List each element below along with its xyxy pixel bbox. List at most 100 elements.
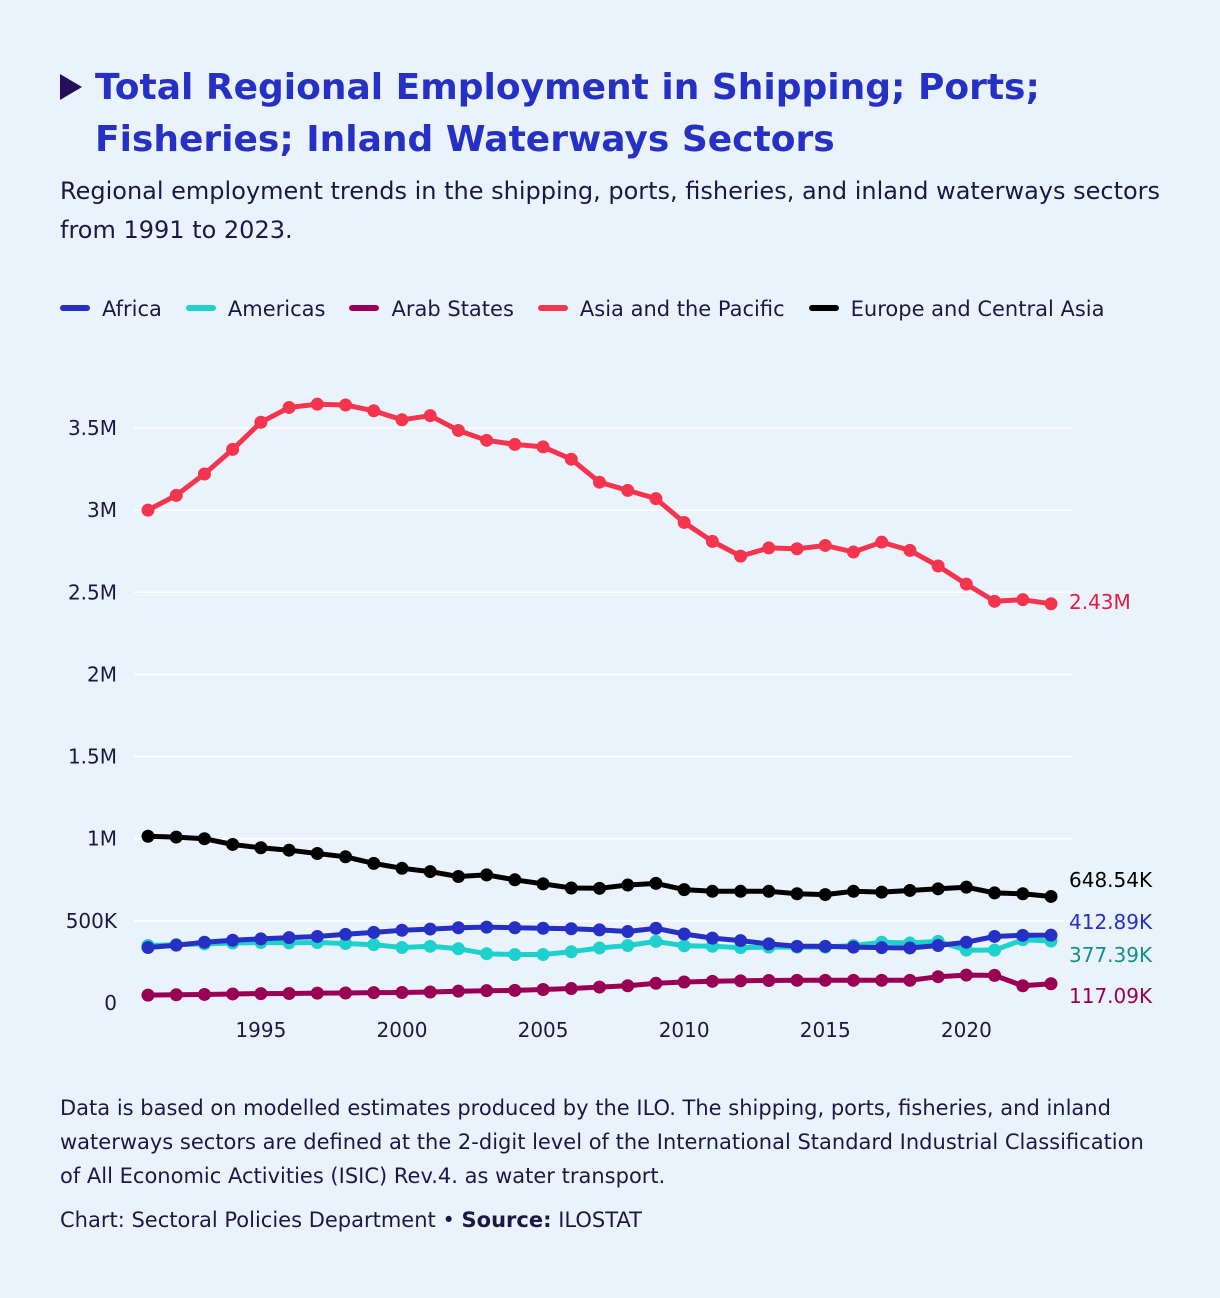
data-point-asia-and-the-pacific xyxy=(677,515,691,529)
data-point-europe-and-central-asia xyxy=(875,885,889,899)
data-point-europe-and-central-asia xyxy=(1044,889,1058,903)
data-point-americas xyxy=(536,948,550,962)
data-point-arab-states xyxy=(141,988,155,1002)
end-label-africa: 412.89K xyxy=(1069,910,1153,934)
data-point-asia-and-the-pacific xyxy=(310,397,324,411)
data-point-africa xyxy=(762,937,776,951)
data-point-africa xyxy=(451,921,465,935)
legend-label: Asia and the Pacific xyxy=(579,297,785,321)
data-point-europe-and-central-asia xyxy=(423,865,437,879)
legend-item-americas: Americas xyxy=(185,297,325,321)
data-point-asia-and-the-pacific xyxy=(846,545,860,559)
data-point-asia-and-the-pacific xyxy=(649,492,663,506)
data-point-europe-and-central-asia xyxy=(621,878,635,892)
data-point-asia-and-the-pacific xyxy=(931,559,945,573)
data-point-arab-states xyxy=(903,973,917,987)
chart-subtitle: Regional employment trends in the shippi… xyxy=(60,177,1161,244)
data-point-americas xyxy=(564,945,578,959)
data-point-europe-and-central-asia xyxy=(790,887,804,901)
data-point-americas xyxy=(423,939,437,953)
data-point-africa xyxy=(903,941,917,955)
data-point-arab-states xyxy=(1016,979,1030,993)
legend-label: Arab States xyxy=(391,297,514,321)
data-point-europe-and-central-asia xyxy=(959,880,973,894)
data-point-africa xyxy=(931,939,945,952)
chart-title: Total Regional Employment in Shipping; P… xyxy=(95,67,1040,160)
end-label-europe-and-central-asia: 648.54K xyxy=(1069,868,1153,892)
data-point-asia-and-the-pacific xyxy=(762,541,776,555)
x-tick-label: 2010 xyxy=(659,1018,710,1042)
data-point-asia-and-the-pacific xyxy=(875,535,889,549)
data-point-arab-states xyxy=(677,975,691,989)
data-point-arab-states xyxy=(875,973,889,987)
legend-label: Europe and Central Asia xyxy=(850,297,1105,321)
data-point-europe-and-central-asia xyxy=(846,884,860,898)
data-point-africa xyxy=(790,939,804,953)
data-point-arab-states xyxy=(790,973,804,987)
data-point-africa xyxy=(846,940,860,954)
y-tick-label: 500K xyxy=(66,909,118,933)
data-point-asia-and-the-pacific xyxy=(395,413,409,427)
data-point-europe-and-central-asia xyxy=(931,882,945,896)
data-point-asia-and-the-pacific xyxy=(903,543,917,557)
y-tick-label: 3.5M xyxy=(68,416,117,440)
data-point-arab-states xyxy=(931,970,945,984)
y-tick-label: 3M xyxy=(87,498,117,522)
source-label: Source: xyxy=(461,1208,552,1232)
data-point-europe-and-central-asia xyxy=(649,876,663,890)
data-point-europe-and-central-asia xyxy=(677,883,691,897)
y-tick-label: 1M xyxy=(87,827,117,851)
data-point-arab-states xyxy=(564,982,578,996)
data-point-europe-and-central-asia xyxy=(197,832,211,846)
data-point-africa xyxy=(988,929,1002,943)
data-point-europe-and-central-asia xyxy=(705,884,719,898)
data-point-arab-states xyxy=(762,973,776,987)
data-point-africa xyxy=(649,921,663,935)
data-point-africa xyxy=(169,938,183,952)
data-point-arab-states xyxy=(197,987,211,1001)
series-line-asia-and-the-pacific xyxy=(145,401,1054,607)
data-point-americas xyxy=(339,937,353,951)
data-point-africa xyxy=(282,931,296,945)
data-point-asia-and-the-pacific xyxy=(536,440,550,454)
data-point-americas xyxy=(677,939,691,953)
data-point-americas xyxy=(367,938,381,952)
data-point-europe-and-central-asia xyxy=(339,850,353,864)
legend-swatch xyxy=(349,305,380,311)
data-point-europe-and-central-asia xyxy=(254,841,268,855)
data-point-asia-and-the-pacific xyxy=(818,538,832,552)
data-point-africa xyxy=(677,927,691,941)
x-tick-label: 2020 xyxy=(941,1018,992,1042)
data-point-africa xyxy=(226,933,240,947)
data-point-asia-and-the-pacific xyxy=(593,475,606,489)
data-point-europe-and-central-asia xyxy=(988,886,1002,900)
data-point-arab-states xyxy=(593,980,606,994)
data-point-asia-and-the-pacific xyxy=(282,400,296,414)
credit-separator: • xyxy=(442,1208,455,1232)
data-point-asia-and-the-pacific xyxy=(423,409,437,423)
data-point-americas xyxy=(621,939,635,952)
data-point-europe-and-central-asia xyxy=(593,881,606,895)
data-point-europe-and-central-asia xyxy=(903,883,917,897)
data-point-europe-and-central-asia xyxy=(226,837,240,851)
data-point-asia-and-the-pacific xyxy=(1016,593,1030,607)
data-point-americas xyxy=(451,942,465,956)
data-point-africa xyxy=(536,921,550,935)
data-point-arab-states xyxy=(310,986,324,1000)
y-tick-label: 1.5M xyxy=(68,745,117,769)
line-chart: 0 500K 1M 1.5M 2M 2.5M 3M 3.5M 1995 2000 2005 2010 2… xyxy=(66,397,1153,1042)
end-label-americas: 377.39K xyxy=(1069,943,1153,967)
data-point-asia-and-the-pacific xyxy=(508,437,522,451)
data-point-africa xyxy=(197,935,211,949)
data-point-asia-and-the-pacific xyxy=(226,442,240,456)
data-point-arab-states xyxy=(226,987,240,1001)
legend-item-europe-and-central-asia: Europe and Central Asia xyxy=(808,297,1105,321)
data-point-asia-and-the-pacific xyxy=(367,404,381,418)
data-point-asia-and-the-pacific xyxy=(790,542,804,556)
data-point-africa xyxy=(423,922,437,936)
data-point-africa xyxy=(818,939,832,953)
data-point-europe-and-central-asia xyxy=(395,861,409,875)
data-point-europe-and-central-asia xyxy=(310,847,324,860)
data-point-europe-and-central-asia xyxy=(282,843,296,857)
data-point-arab-states xyxy=(395,985,409,999)
